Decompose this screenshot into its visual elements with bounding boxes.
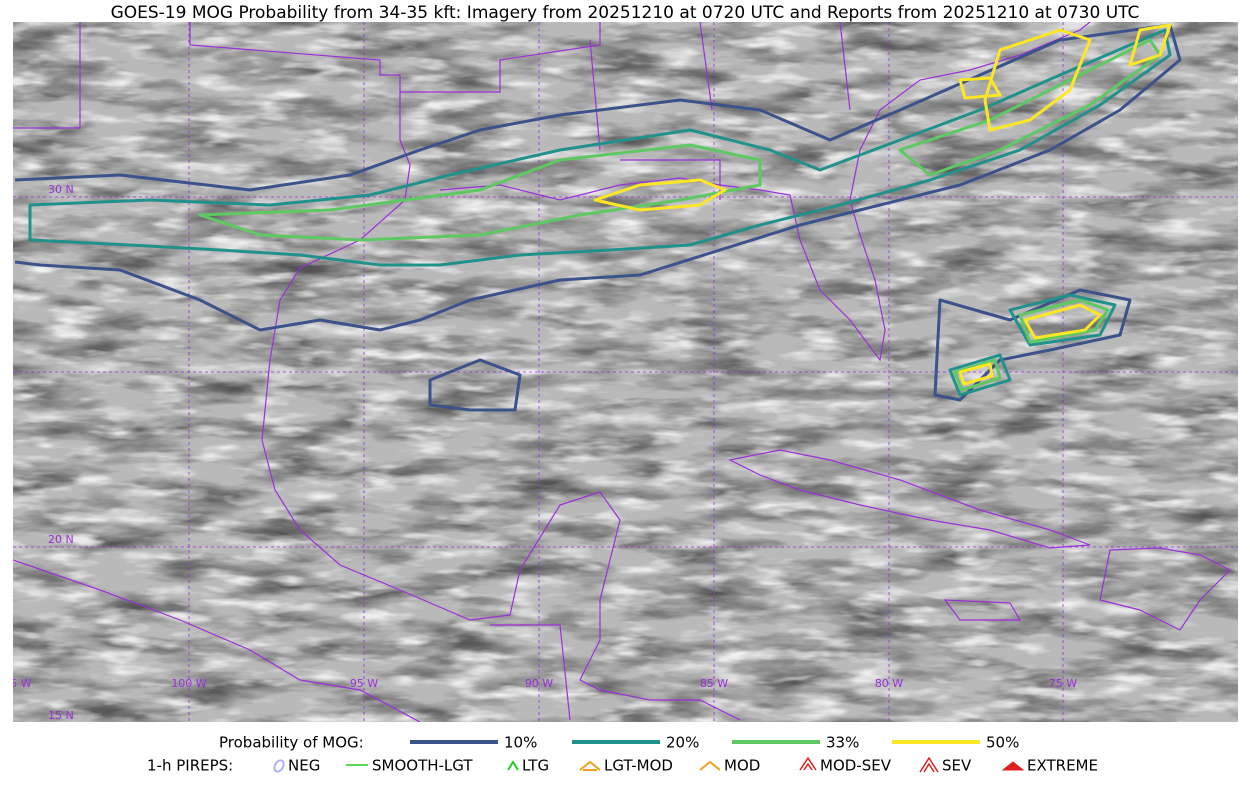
pirep-icon xyxy=(919,756,939,773)
latitude-labels: 30 N 20 N 15 N xyxy=(48,183,74,722)
pirep-icon xyxy=(699,760,721,771)
pirep-icon xyxy=(799,756,817,771)
contour xyxy=(428,358,522,412)
contour xyxy=(953,298,1110,392)
pirep-icon xyxy=(507,760,519,771)
contour xyxy=(958,76,1102,340)
legend-label: MOD xyxy=(724,757,760,775)
longitude-label: 75 W xyxy=(1049,677,1077,690)
contour xyxy=(593,178,727,212)
longitude-label: 100 W xyxy=(171,677,206,690)
legend-label: 50% xyxy=(986,734,1019,752)
contour xyxy=(958,362,994,386)
legend-label: SEV xyxy=(942,757,972,775)
longitude-label: 90 W xyxy=(525,677,553,690)
contour xyxy=(28,28,1172,267)
legend-label: SMOOTH-LGT xyxy=(372,757,473,775)
legend-title: Probability of MOG: xyxy=(219,734,364,752)
title: GOES-19 MOG Probability from 34-35 kft: … xyxy=(111,3,1140,23)
legend-label: EXTREME xyxy=(1027,757,1098,775)
latitude-label: 15 N xyxy=(48,709,74,722)
longitude-label: 80 W xyxy=(875,677,903,690)
pirep-icon xyxy=(579,760,601,771)
legend: Probability of MOG: 1-h PIREPS: 10% 20% 33… xyxy=(147,734,1098,775)
pirep-icon xyxy=(1001,761,1025,771)
legend-label: NEG xyxy=(288,757,320,775)
legend-label: 33% xyxy=(826,734,859,752)
latitude-label: 30 N xyxy=(48,183,74,196)
legend-label: MOD-SEV xyxy=(820,757,892,775)
legend-label: LGT-MOD xyxy=(604,757,673,775)
legend-label: 10% xyxy=(504,734,537,752)
contour xyxy=(198,143,762,242)
pirep-icon xyxy=(273,759,285,773)
contour xyxy=(983,23,1172,132)
legend-title: 1-h PIREPS: xyxy=(147,757,233,775)
contour xyxy=(948,293,1117,397)
coastlines xyxy=(13,22,1232,722)
map: 30 N 20 N 15 N 105 W 100 W 95 W 90 W 85 W 80 W 7… xyxy=(0,22,1238,722)
longitude-label: 105 W xyxy=(0,677,32,690)
longitude-label: 85 W xyxy=(700,677,728,690)
contour xyxy=(14,23,1182,332)
legend-label: LTG xyxy=(522,757,549,775)
latitude-label: 20 N xyxy=(48,533,74,546)
mog-contours xyxy=(14,23,1182,412)
legend-label: 20% xyxy=(666,734,699,752)
graticule xyxy=(13,22,1238,722)
longitude-label: 95 W xyxy=(350,677,378,690)
longitude-labels: 105 W 100 W 95 W 90 W 85 W 80 W 75 W xyxy=(0,677,1077,690)
contour xyxy=(933,288,1132,402)
